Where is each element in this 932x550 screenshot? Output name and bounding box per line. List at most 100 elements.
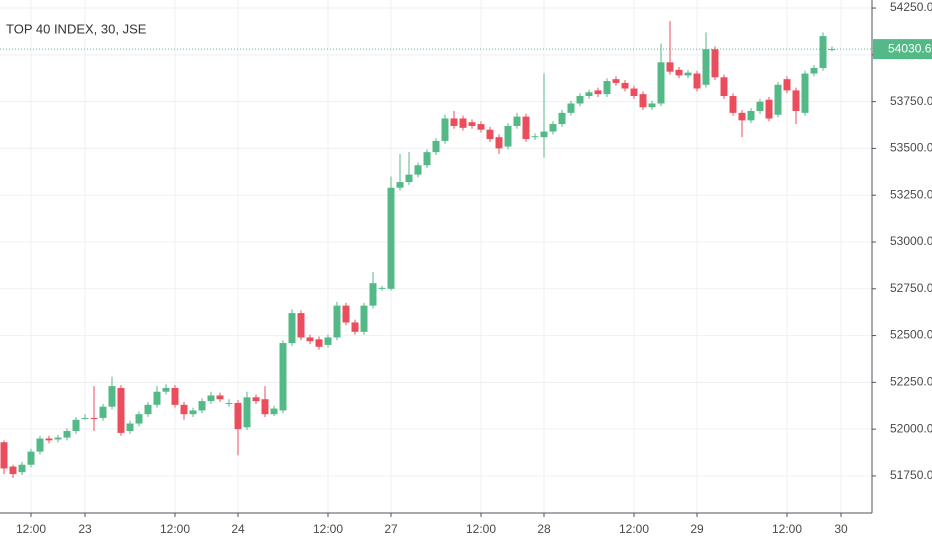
candle-body <box>468 122 476 126</box>
grid <box>0 0 872 513</box>
candle-body <box>135 414 143 424</box>
candle-body <box>828 49 836 51</box>
last-price-box <box>873 39 932 60</box>
candle-body <box>459 118 467 128</box>
candle-body <box>603 81 611 95</box>
candle-body <box>225 402 233 404</box>
candle-body <box>801 73 809 113</box>
candle-body <box>819 36 827 68</box>
candle-body <box>504 125 512 147</box>
candle-body <box>378 287 386 289</box>
x-tick-label: 23 <box>78 522 92 536</box>
candle-body <box>306 337 314 342</box>
candle-body <box>477 124 485 130</box>
y-tick-label: 52500.00 <box>890 328 932 342</box>
candle-body <box>531 136 539 138</box>
candle-body <box>324 337 332 345</box>
candle-body <box>144 404 152 415</box>
x-tick-label: 24 <box>231 522 245 536</box>
candle-body <box>513 116 521 126</box>
candle-body <box>522 116 530 140</box>
candle-body <box>369 283 377 306</box>
candle-body <box>783 79 791 91</box>
candle-body <box>810 67 818 74</box>
candle-body <box>243 397 251 428</box>
candle-body <box>180 404 188 415</box>
candle-body <box>567 103 575 113</box>
candle-body <box>630 88 638 97</box>
candle-body <box>441 118 449 141</box>
overlay: 51750.00 52000.00 52250.00 52500.00 52750.00… <box>0 0 932 536</box>
candle-body <box>792 90 800 111</box>
y-tick-label: 51750.00 <box>890 468 932 482</box>
candle-body <box>774 84 782 115</box>
candle-body <box>405 174 413 183</box>
candle-body <box>162 387 170 392</box>
candle-body <box>576 96 584 104</box>
x-tick-label: 12:00 <box>16 522 46 536</box>
candles <box>0 21 836 478</box>
candle-body <box>90 417 98 419</box>
candle-body <box>45 438 53 441</box>
y-tick-label: 54250.00 <box>890 0 932 14</box>
x-tick-label: 27 <box>384 522 398 536</box>
candle-body <box>252 397 260 402</box>
candle-body <box>450 118 458 126</box>
candle-body <box>558 112 566 125</box>
candle-body <box>747 110 755 121</box>
candle-body <box>549 124 557 132</box>
candle-body <box>198 401 206 411</box>
candle-body <box>351 322 359 332</box>
y-tick-label: 52750.00 <box>890 281 932 295</box>
candle-body <box>495 137 503 149</box>
x-tick-label: 30 <box>834 522 848 536</box>
candle-body <box>261 399 269 415</box>
candle-body <box>711 49 719 78</box>
y-tick-label: 53750.00 <box>890 94 932 108</box>
x-tick-label: 28 <box>537 522 551 536</box>
candle-body <box>423 152 431 166</box>
y-tick-label: 53500.00 <box>890 141 932 155</box>
candle-body <box>585 92 593 97</box>
y-tick-label: 52250.00 <box>890 375 932 389</box>
x-tick-label: 12:00 <box>466 522 496 536</box>
candle-body <box>297 313 305 338</box>
candle-body <box>279 343 287 411</box>
x-tick-label: 12:00 <box>619 522 649 536</box>
candle-body <box>54 437 62 440</box>
candle-body <box>27 451 35 465</box>
candle-body <box>153 391 161 405</box>
candle-body <box>594 90 602 95</box>
candle-body <box>729 96 737 113</box>
candle-body <box>333 305 341 338</box>
candle-body <box>36 438 44 452</box>
candle-body <box>756 101 764 111</box>
candle-body <box>171 387 179 405</box>
x-tick-label: 12:00 <box>772 522 802 536</box>
candle-body <box>639 94 647 108</box>
candle-body <box>99 406 107 418</box>
x-tick-label: 12:00 <box>313 522 343 536</box>
chart-title: TOP 40 INDEX, 30, JSE <box>6 21 147 36</box>
candle-body <box>270 408 278 415</box>
candle-body <box>360 305 368 332</box>
candle-body <box>207 395 215 402</box>
candle-body <box>675 69 683 76</box>
candle-body <box>81 417 89 419</box>
candle-body <box>414 165 422 175</box>
candle-body <box>486 129 494 140</box>
y-tick-label: 53000.00 <box>890 234 932 248</box>
last-price-label: 54030.60 <box>888 41 932 55</box>
candle-body <box>540 131 548 138</box>
y-tick-label: 52000.00 <box>890 421 932 435</box>
candle-body <box>720 77 728 97</box>
candle-body <box>684 72 692 76</box>
candle-body <box>621 82 629 89</box>
candle-body <box>702 49 710 85</box>
candle-body <box>0 442 8 469</box>
candle-body <box>666 62 674 72</box>
x-tick-label: 29 <box>690 522 704 536</box>
candle-body <box>18 464 26 473</box>
candle-body <box>693 73 701 89</box>
